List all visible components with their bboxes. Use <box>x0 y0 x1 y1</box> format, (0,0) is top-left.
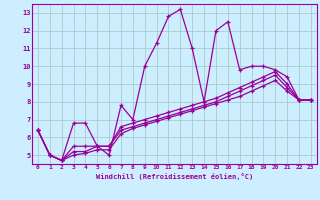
X-axis label: Windchill (Refroidissement éolien,°C): Windchill (Refroidissement éolien,°C) <box>96 173 253 180</box>
